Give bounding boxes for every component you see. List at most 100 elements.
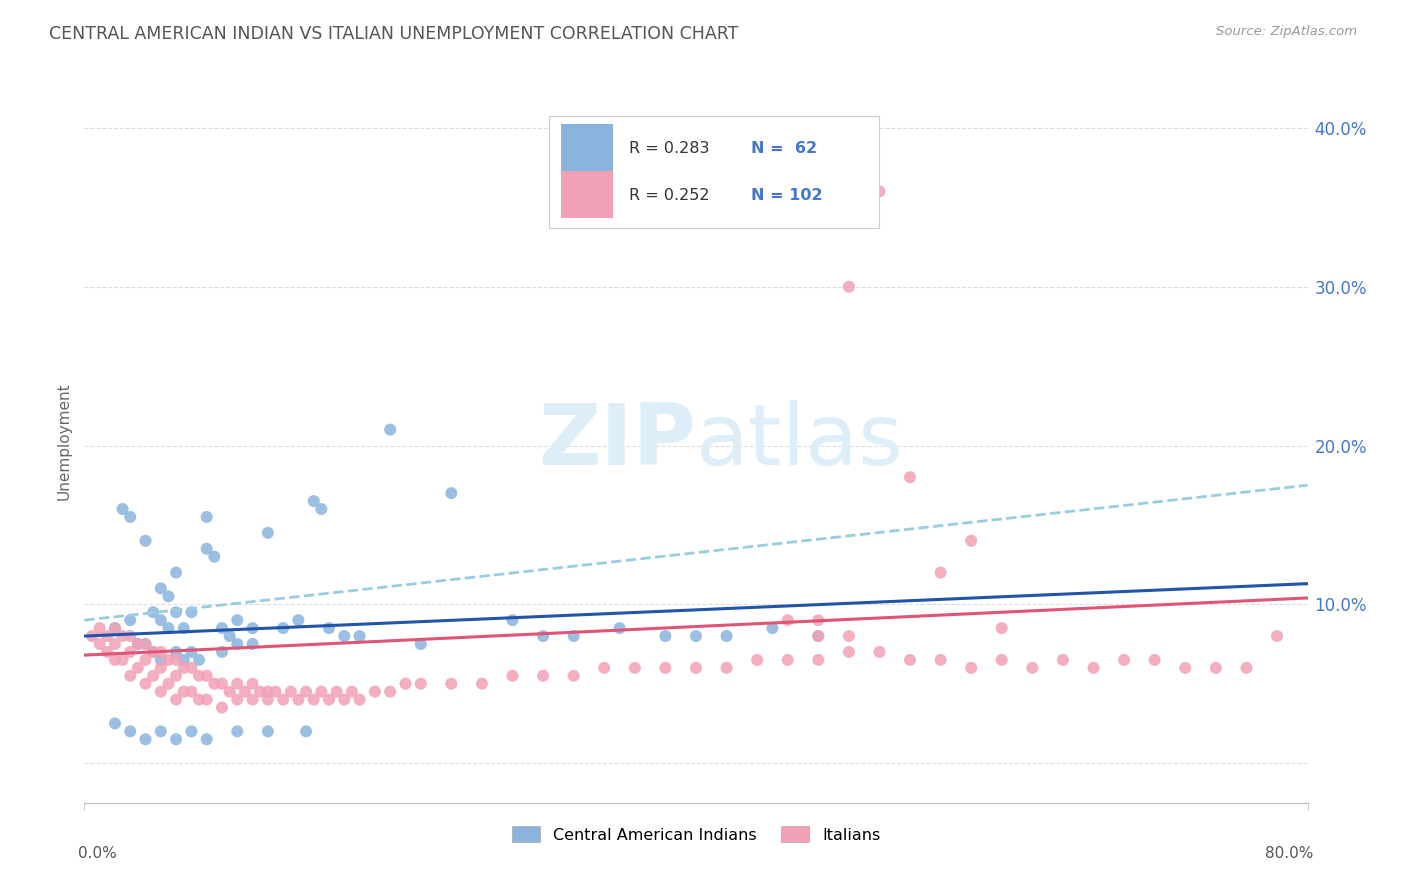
Point xyxy=(195,692,218,706)
Point xyxy=(287,692,309,706)
Point xyxy=(502,669,524,683)
Point xyxy=(807,653,830,667)
Point xyxy=(135,533,157,548)
Point xyxy=(142,605,165,619)
Point xyxy=(157,676,180,690)
Point xyxy=(180,645,202,659)
Point xyxy=(1236,661,1258,675)
Point xyxy=(127,661,149,675)
Point xyxy=(135,637,157,651)
FancyBboxPatch shape xyxy=(550,116,880,228)
Point xyxy=(838,279,860,293)
Point xyxy=(531,629,554,643)
Point xyxy=(807,629,830,643)
Point xyxy=(211,700,233,714)
Point xyxy=(333,692,356,706)
Text: N =  62: N = 62 xyxy=(751,142,817,156)
Point xyxy=(264,684,287,698)
Point xyxy=(165,732,187,747)
Text: atlas: atlas xyxy=(696,400,904,483)
Point xyxy=(180,661,202,675)
Point xyxy=(295,684,318,698)
Point xyxy=(471,676,494,690)
Point xyxy=(149,661,172,675)
Point xyxy=(838,645,860,659)
Point xyxy=(173,661,195,675)
Point xyxy=(242,692,264,706)
Point xyxy=(120,510,142,524)
Point xyxy=(135,653,157,667)
Point xyxy=(380,423,402,437)
Point xyxy=(898,653,921,667)
Point xyxy=(1265,629,1288,643)
Point xyxy=(807,613,830,627)
Point xyxy=(257,684,280,698)
Point xyxy=(195,669,218,683)
Point xyxy=(257,692,280,706)
Point xyxy=(654,661,676,675)
Point xyxy=(716,629,738,643)
Point xyxy=(104,653,127,667)
Point xyxy=(165,566,187,580)
Point xyxy=(325,684,347,698)
Point xyxy=(991,653,1014,667)
Point xyxy=(165,645,187,659)
Point xyxy=(142,669,165,683)
Point xyxy=(173,621,195,635)
Point xyxy=(1143,653,1166,667)
Point xyxy=(242,621,264,635)
Point xyxy=(195,510,218,524)
Point xyxy=(1021,661,1043,675)
Point xyxy=(165,605,187,619)
Point xyxy=(409,676,432,690)
Point xyxy=(226,724,249,739)
Point xyxy=(807,629,830,643)
Point xyxy=(104,621,127,635)
Point xyxy=(409,637,432,651)
Point xyxy=(104,637,127,651)
Point xyxy=(127,637,149,651)
Point xyxy=(226,637,249,651)
Point xyxy=(157,653,180,667)
Point xyxy=(1083,661,1105,675)
Point xyxy=(869,185,891,199)
Point xyxy=(135,637,157,651)
Point xyxy=(838,629,860,643)
Point xyxy=(96,645,118,659)
Text: CENTRAL AMERICAN INDIAN VS ITALIAN UNEMPLOYMENT CORRELATION CHART: CENTRAL AMERICAN INDIAN VS ITALIAN UNEMP… xyxy=(49,25,738,43)
Point xyxy=(776,613,799,627)
FancyBboxPatch shape xyxy=(561,171,613,218)
Point xyxy=(609,621,631,635)
Point xyxy=(747,653,769,667)
Point xyxy=(761,621,783,635)
Point xyxy=(120,613,142,627)
Text: ZIP: ZIP xyxy=(538,400,696,483)
Point xyxy=(111,653,134,667)
Point xyxy=(960,533,983,548)
Point xyxy=(149,653,172,667)
Point xyxy=(271,621,294,635)
Point xyxy=(195,541,218,556)
Point xyxy=(173,684,195,698)
Text: R = 0.283: R = 0.283 xyxy=(628,142,709,156)
Point xyxy=(685,661,707,675)
Point xyxy=(257,724,280,739)
Point xyxy=(180,605,202,619)
Point xyxy=(929,566,952,580)
Point xyxy=(776,653,799,667)
Point xyxy=(96,629,118,643)
Point xyxy=(157,590,180,604)
Point xyxy=(898,470,921,484)
Point xyxy=(218,629,240,643)
Point xyxy=(165,692,187,706)
Point xyxy=(349,692,371,706)
Text: R = 0.252: R = 0.252 xyxy=(628,188,709,203)
Point xyxy=(180,684,202,698)
Point xyxy=(562,669,585,683)
Point xyxy=(149,645,172,659)
Point xyxy=(135,676,157,690)
Point xyxy=(120,724,142,739)
Point xyxy=(349,629,371,643)
Point xyxy=(149,613,172,627)
Point xyxy=(318,621,340,635)
